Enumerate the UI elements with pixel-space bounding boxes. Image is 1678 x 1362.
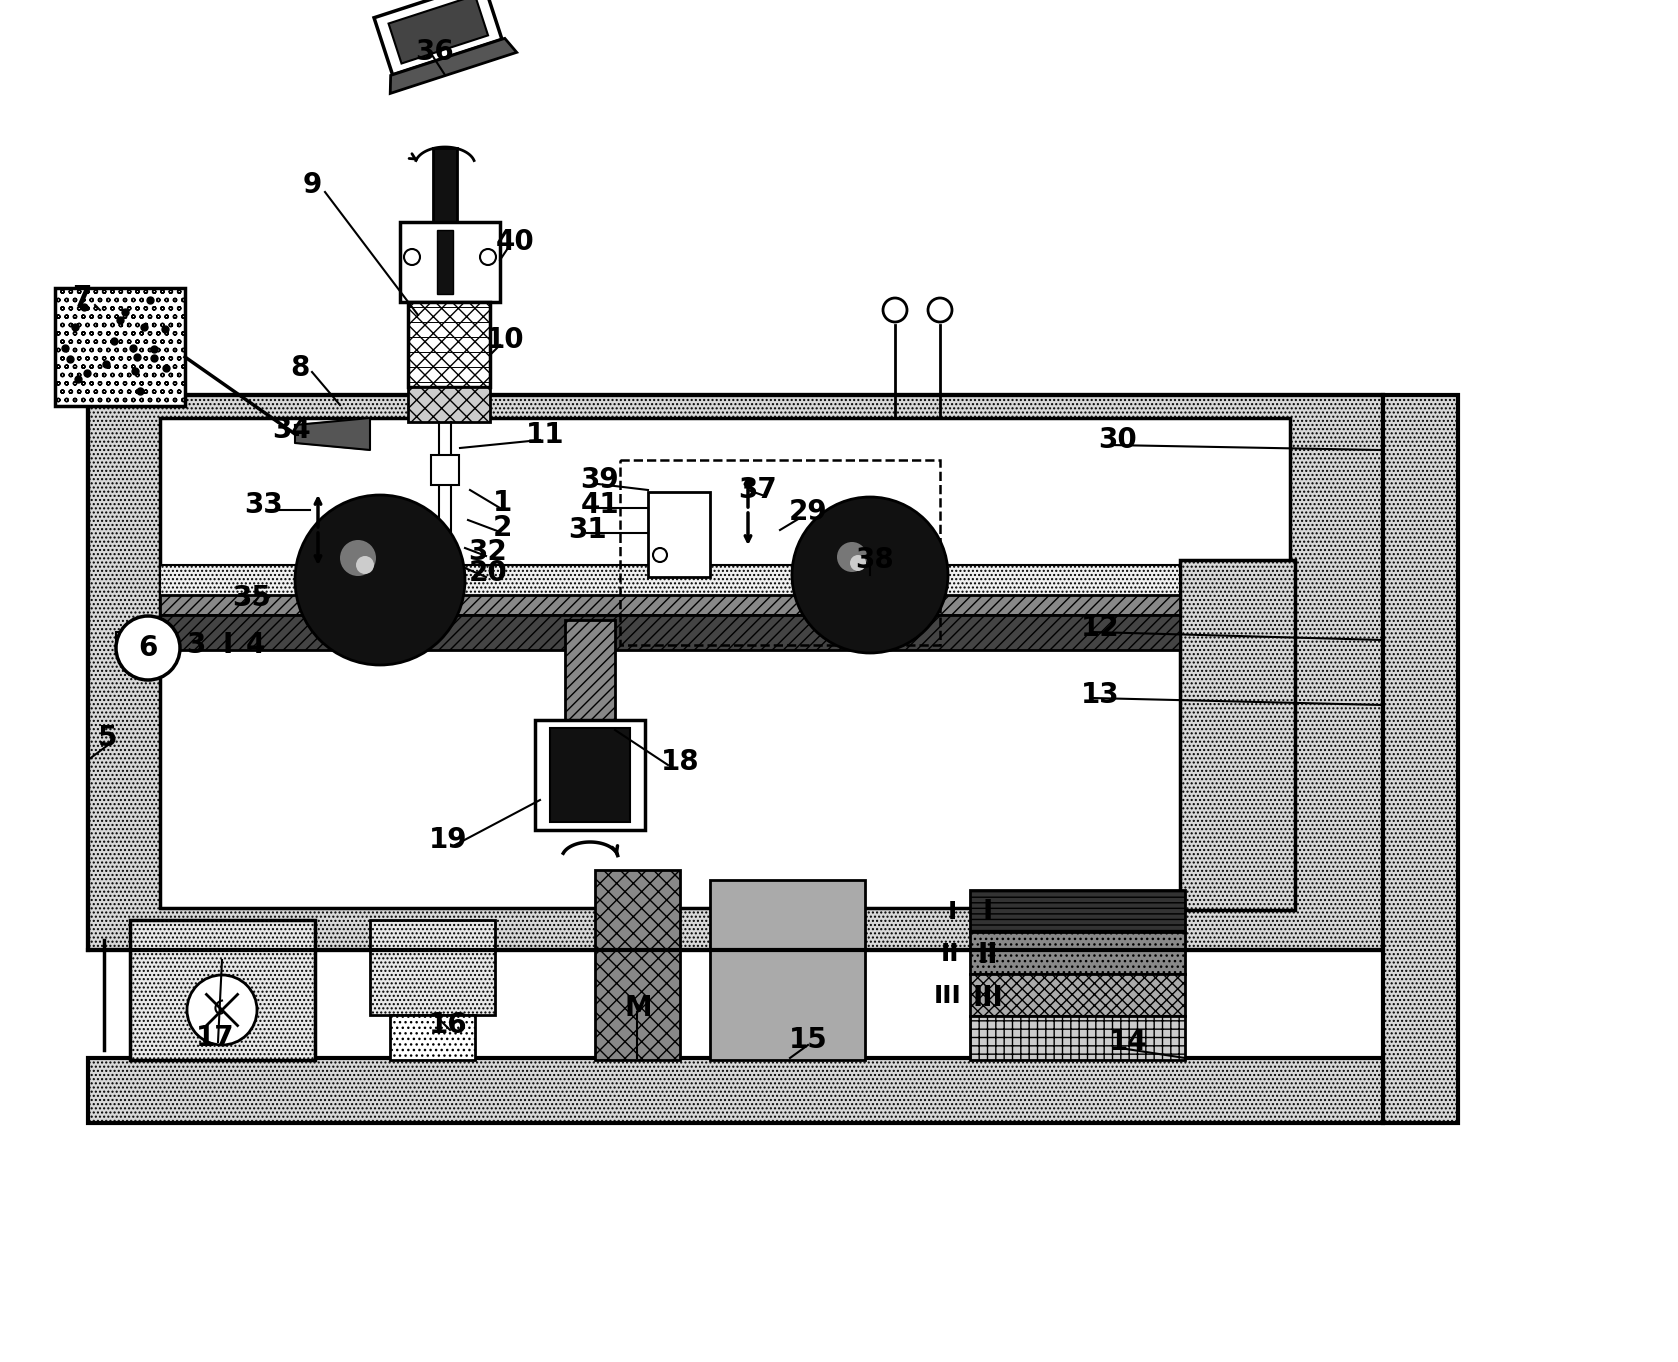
Circle shape [295, 494, 465, 665]
Text: 8: 8 [290, 354, 310, 381]
Circle shape [851, 554, 866, 571]
Text: III: III [973, 983, 1003, 1012]
Bar [129, 919, 315, 1060]
Text: 2: 2 [492, 513, 512, 542]
Text: 5: 5 [99, 725, 117, 752]
Bar [565, 620, 616, 720]
Bar [87, 395, 1383, 951]
Bar [116, 632, 159, 652]
Circle shape [480, 249, 497, 266]
Text: 9: 9 [302, 172, 322, 199]
Bar [55, 287, 185, 406]
Text: 33: 33 [245, 490, 284, 519]
Bar [970, 932, 1185, 974]
Text: 40: 40 [495, 227, 534, 256]
Circle shape [653, 548, 666, 563]
Bar [970, 889, 1185, 932]
Bar [371, 919, 495, 1015]
Bar [159, 565, 1180, 597]
Bar [970, 974, 1185, 1016]
Polygon shape [374, 0, 502, 75]
Text: 19: 19 [430, 825, 466, 854]
Circle shape [883, 298, 908, 321]
Bar [433, 148, 456, 222]
Text: 32: 32 [468, 538, 507, 567]
Text: 4: 4 [245, 631, 265, 659]
Text: II: II [941, 943, 960, 966]
Text: I: I [223, 631, 233, 659]
Circle shape [341, 539, 376, 576]
Text: 14: 14 [1109, 1028, 1148, 1056]
Bar [408, 387, 490, 422]
Circle shape [356, 556, 374, 573]
Text: 3: 3 [186, 631, 206, 659]
Text: 20: 20 [468, 558, 507, 587]
Bar [1383, 395, 1458, 1124]
Polygon shape [391, 38, 517, 94]
Text: 7: 7 [72, 285, 92, 312]
Text: 39: 39 [581, 466, 619, 494]
Text: 13: 13 [1081, 681, 1119, 710]
Text: I: I [948, 900, 956, 923]
Bar [408, 302, 490, 387]
Bar [970, 1016, 1185, 1060]
Circle shape [792, 497, 948, 652]
Text: 30: 30 [1099, 426, 1138, 454]
Bar [87, 1058, 1383, 1124]
Bar [159, 616, 1180, 650]
Circle shape [404, 249, 420, 266]
Bar [535, 720, 644, 829]
Bar [389, 1015, 475, 1060]
Bar [648, 492, 710, 577]
Circle shape [116, 616, 180, 680]
Circle shape [837, 542, 868, 572]
Text: 41: 41 [581, 490, 619, 519]
Polygon shape [389, 0, 488, 64]
Bar [159, 418, 1290, 908]
Text: 35: 35 [233, 584, 272, 612]
Text: M: M [624, 994, 651, 1022]
Bar [431, 455, 460, 485]
Text: 38: 38 [856, 546, 894, 573]
Text: 34: 34 [272, 415, 312, 444]
Circle shape [928, 298, 951, 321]
Text: 37: 37 [738, 475, 777, 504]
Bar [550, 729, 629, 823]
Text: 17: 17 [196, 1024, 235, 1051]
Polygon shape [295, 418, 371, 449]
Text: 11: 11 [525, 421, 564, 449]
Text: I: I [983, 898, 993, 926]
Bar [1180, 560, 1295, 910]
Text: 18: 18 [661, 748, 700, 776]
Bar [710, 880, 864, 1060]
Text: 1: 1 [492, 489, 512, 518]
Text: 15: 15 [789, 1026, 827, 1054]
Text: 6: 6 [138, 633, 158, 662]
Text: III: III [935, 983, 961, 1008]
Bar [159, 595, 1180, 616]
Text: II: II [978, 941, 998, 968]
Bar [399, 222, 500, 302]
Text: 31: 31 [569, 516, 607, 543]
Text: 16: 16 [428, 1011, 466, 1039]
Text: 10: 10 [485, 326, 524, 354]
Text: 12: 12 [1081, 614, 1119, 642]
Bar [436, 230, 453, 294]
Text: 29: 29 [789, 498, 827, 526]
Bar [596, 870, 680, 1060]
Circle shape [186, 975, 257, 1045]
Text: 36: 36 [416, 38, 455, 65]
Bar [619, 460, 940, 646]
